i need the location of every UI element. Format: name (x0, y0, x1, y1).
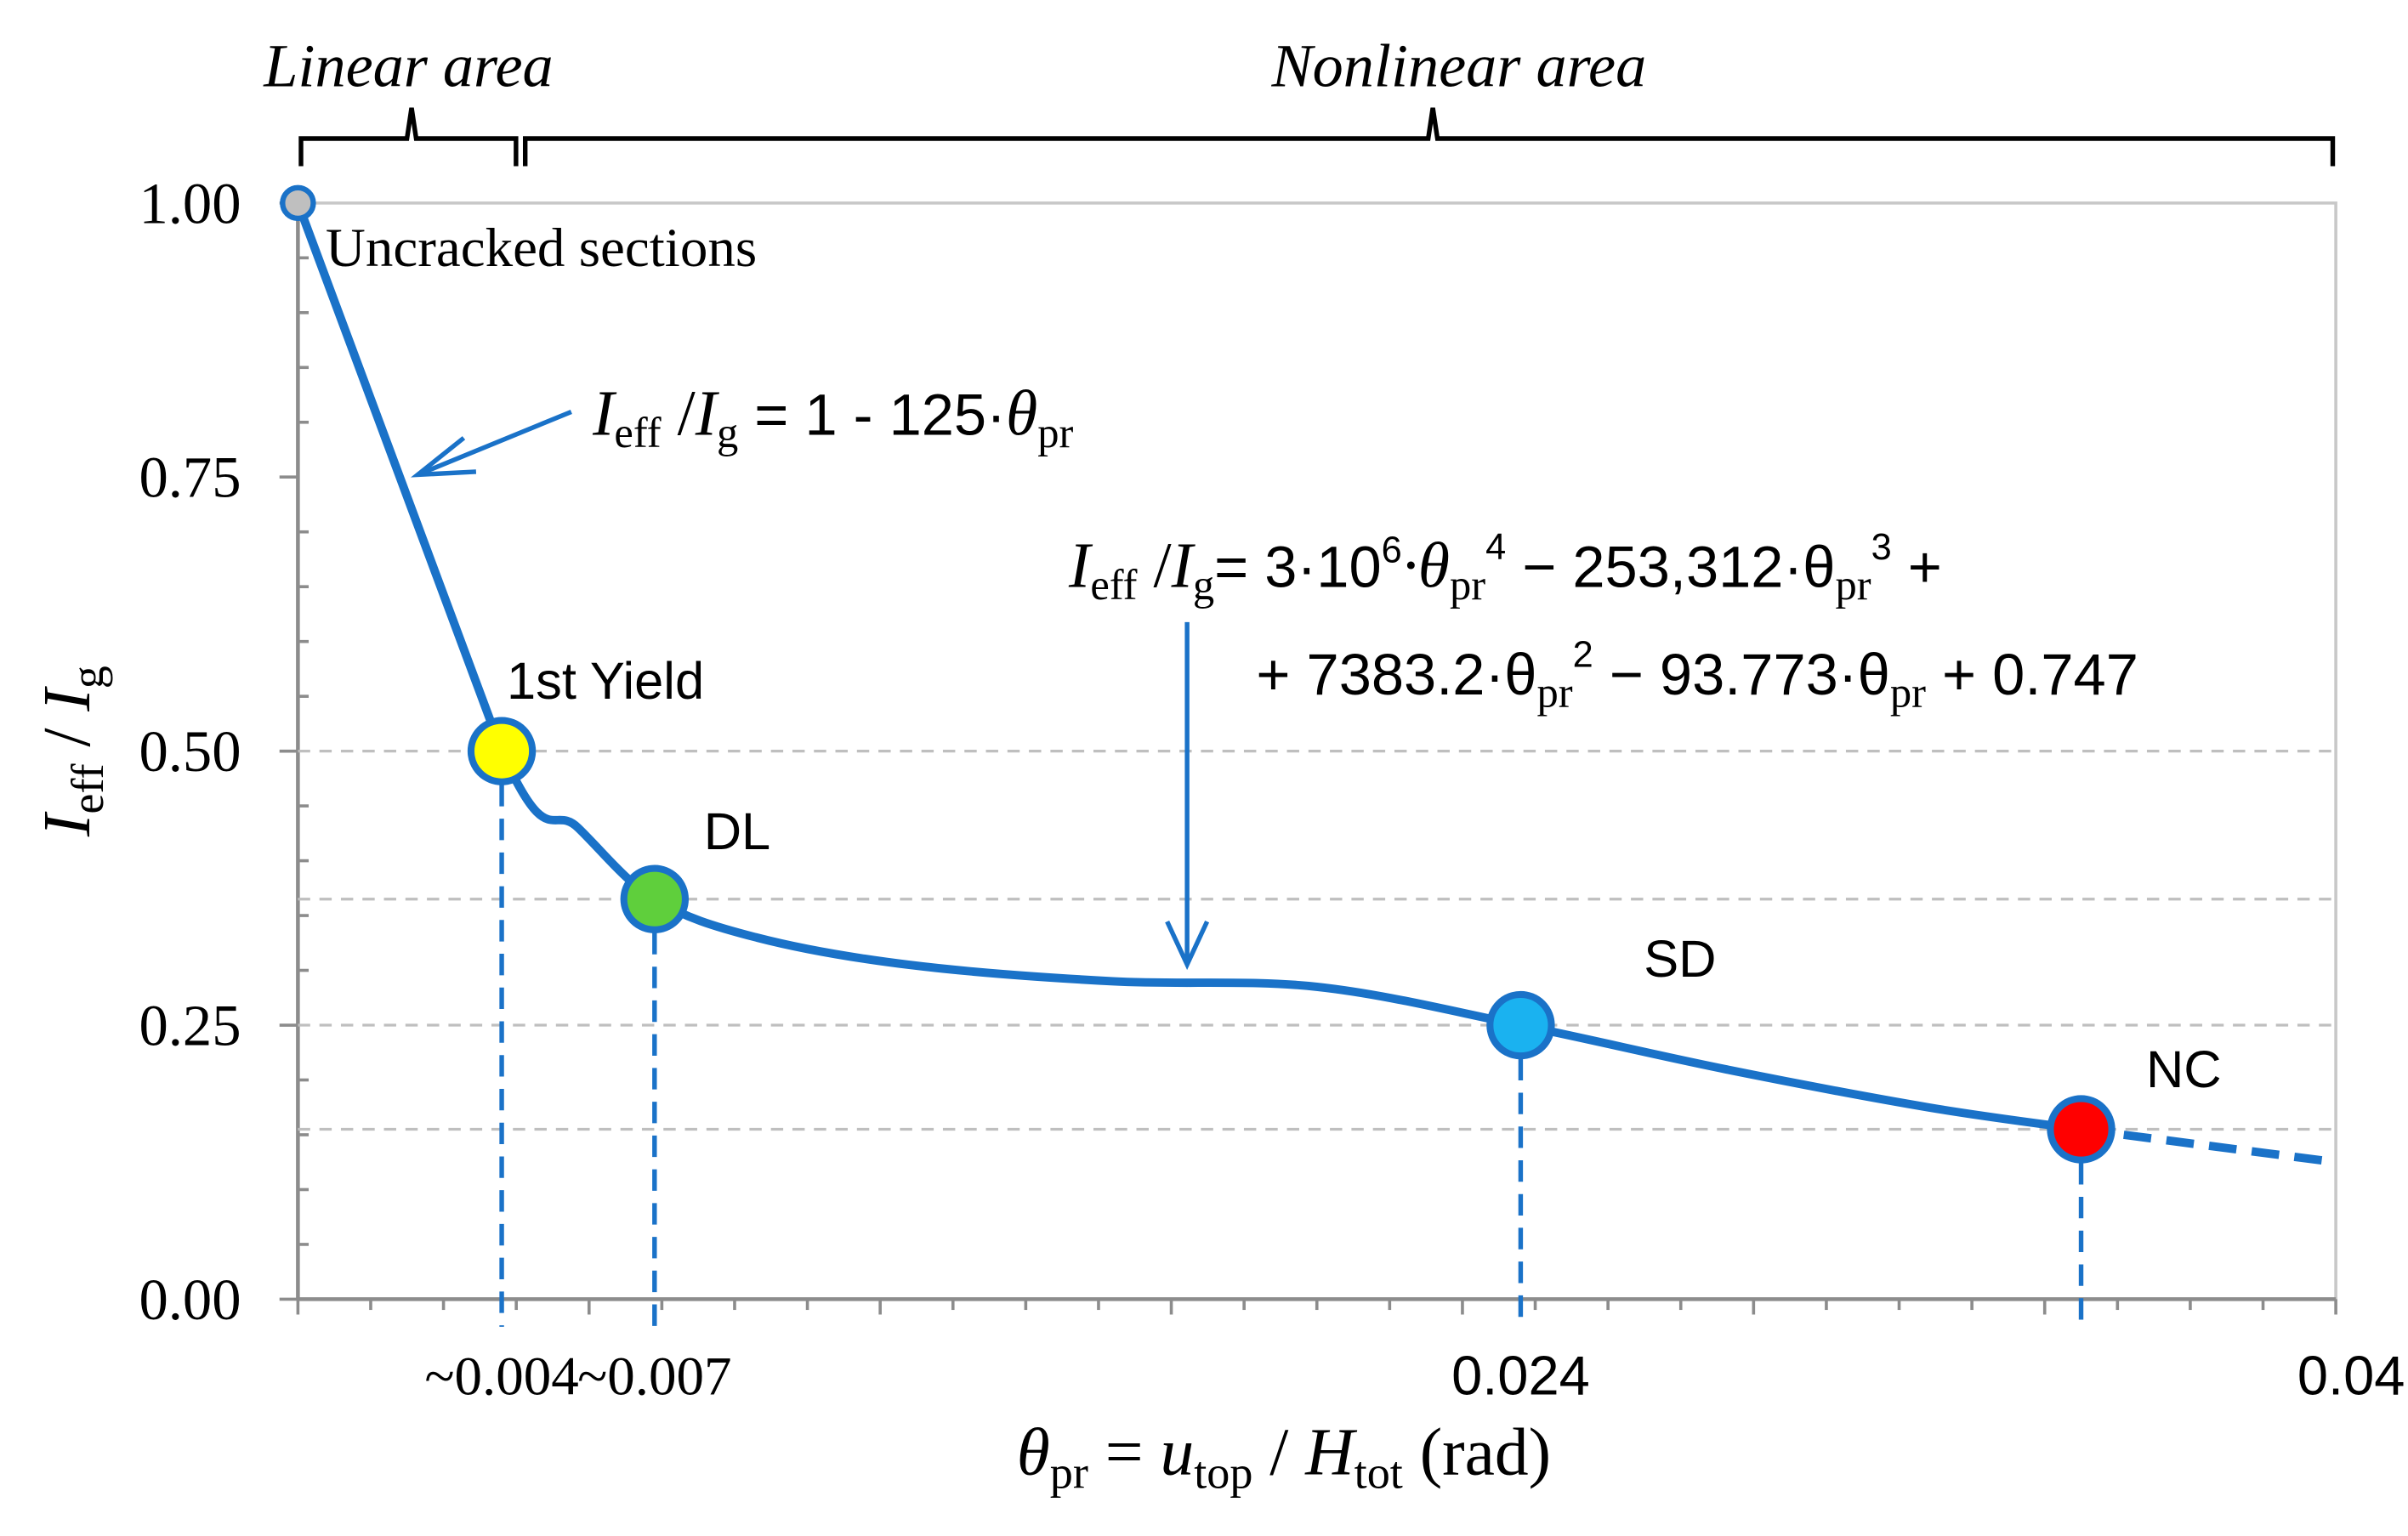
gridlines (298, 750, 2337, 1131)
linear-eq-arrow (417, 409, 572, 478)
point-label-nc: NC (2146, 1040, 2222, 1099)
y-tick-label-3: 0.25 (139, 994, 241, 1058)
y-tick-label-1: 0.75 (139, 445, 241, 510)
region-label-nonlinear: Nonlinear area (1270, 32, 1646, 100)
x-tick-label-0: ~0.004 (424, 1346, 578, 1407)
linear-bracket (298, 107, 519, 167)
point-1 (467, 717, 537, 785)
nonlinear-eq-arrowhead (1165, 920, 1210, 971)
linear-equation: Ieff /Ig = 1 - 125·θpr (592, 378, 1073, 456)
region-label-linear: Linear area (263, 32, 553, 100)
y-tick-label-0: 1.00 (139, 171, 241, 235)
x-tick-labels: ~0.004~0.007 0.024 0.04 (424, 1344, 2405, 1407)
curve-extension (2080, 1125, 2337, 1167)
y-tick-label-4: 0.00 (139, 1267, 241, 1332)
point-2 (620, 864, 690, 933)
x-tick-label-3: 0.04 (2297, 1344, 2405, 1406)
point-label-uncracked: Uncracked sections (326, 218, 757, 279)
point-3 (1486, 990, 1555, 1060)
nonlinear-equation-line2: + 7383.2·θpr2 − 93.773·θpr + 0.747 (1256, 634, 2138, 716)
point-label-sd: SD (1644, 930, 1716, 989)
point-label-dl: DL (704, 802, 770, 861)
x-tick-label-2: 0.024 (1451, 1344, 1590, 1406)
nonlinear-bracket (522, 107, 2336, 167)
y-tick-label-2: 0.50 (139, 719, 241, 784)
point-4 (2047, 1095, 2116, 1164)
nonlinear-equation-line1: Ieff /Ig= 3·106·θpr4 − 253,312·θpr3 + (1068, 527, 1942, 609)
point-label-1st-yield: 1st Yield (507, 652, 704, 711)
y-tick-labels: 1.00 0.75 0.50 0.25 0.00 (139, 171, 241, 1332)
linear-eq-arrowhead (410, 436, 477, 478)
vertical-dashed-lines (499, 751, 2084, 1327)
minor-ticks (279, 201, 2337, 1315)
x-tick-label-1: ~0.007 (577, 1346, 731, 1407)
point-0 (280, 184, 316, 222)
data-points (280, 184, 2116, 1164)
y-axis-label: Ieff / Ig (30, 666, 113, 837)
region-brackets (298, 107, 2336, 167)
x-axis-label: θpr = utop / Htot (rad) (1017, 1414, 1551, 1498)
